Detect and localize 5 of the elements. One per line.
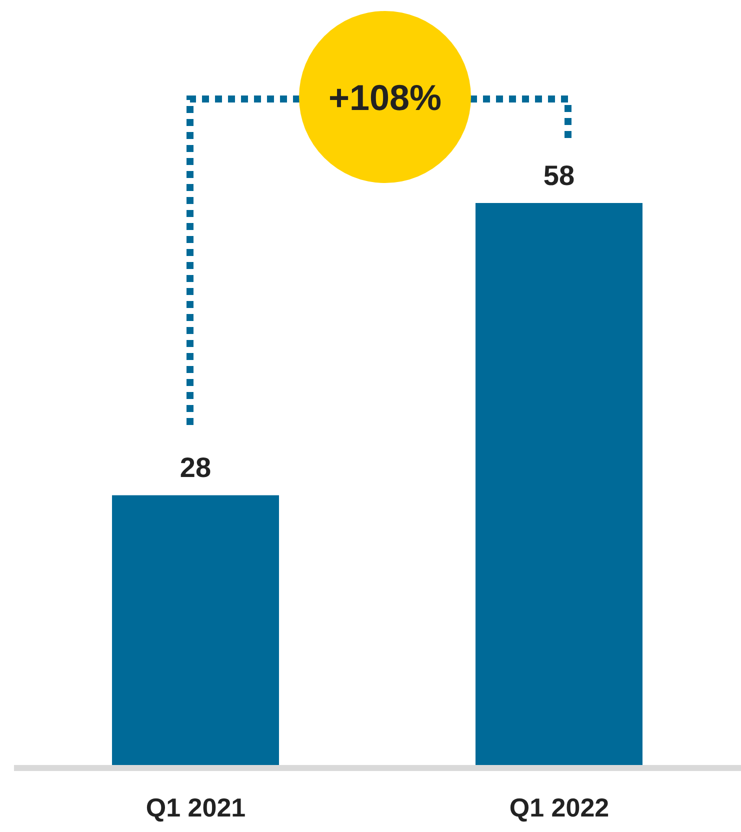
data-label: 58 — [543, 160, 575, 191]
text: +108% — [328, 77, 442, 118]
x-tick-label: Q1 2021 — [146, 792, 246, 822]
x-tick-label: Q1 2022 — [509, 792, 610, 822]
data-label: 28 — [180, 452, 212, 484]
